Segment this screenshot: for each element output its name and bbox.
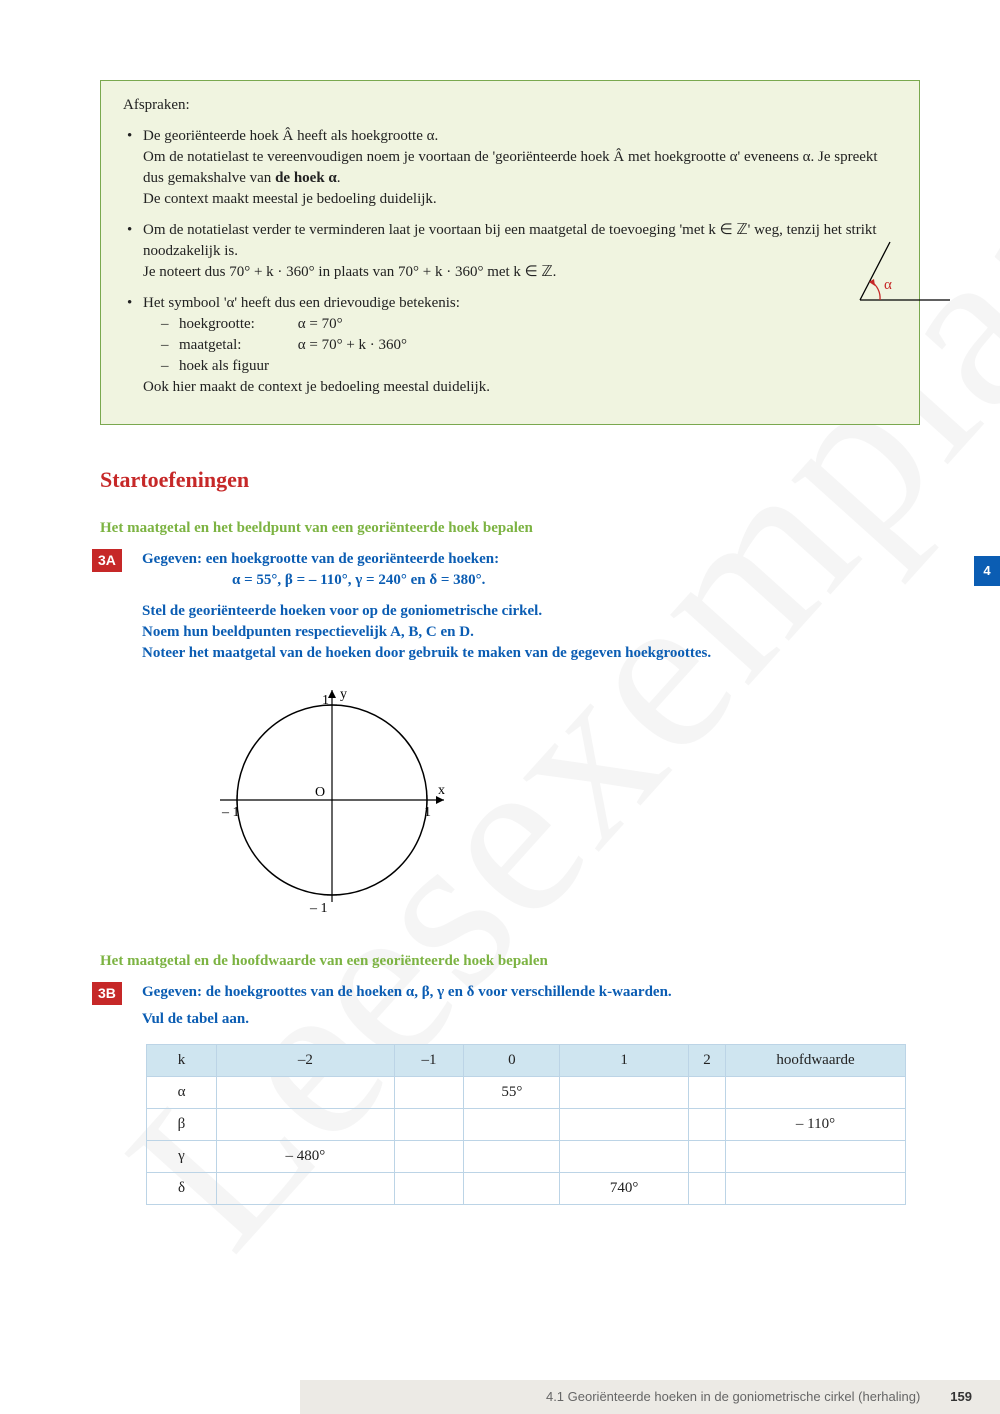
text: Het symbool 'α' heeft dus een drievoudig… [143, 295, 460, 311]
sub-hoekfiguur: hoek als figuur [161, 356, 897, 377]
ex3A-line3: Stel de georiënteerde hoeken voor op de … [142, 601, 920, 622]
footer-page-number: 159 [950, 1388, 972, 1406]
cell [560, 1076, 689, 1108]
cell [464, 1172, 560, 1204]
text: De georiënteerde hoek Â heeft als hoekgr… [143, 128, 438, 144]
ex3A-line5: Noteer het maatgetal van de hoeken door … [142, 643, 920, 664]
row-label: δ [147, 1172, 217, 1204]
text: Om de notatielast te vereenvoudigen noem… [143, 149, 878, 186]
cell: – 480° [217, 1140, 395, 1172]
th: –1 [394, 1044, 464, 1076]
ex3A-line4: Noem hun beeldpunten respectievelijk A, … [142, 622, 920, 643]
cell [394, 1108, 464, 1140]
cell: – 110° [726, 1108, 906, 1140]
row-label: α [147, 1076, 217, 1108]
k-values-table: k –2 –1 0 1 2 hoofdwaarde α 55° [146, 1044, 906, 1205]
svg-text:y: y [340, 687, 347, 702]
ex3B-line1: Gegeven: de hoekgroottes van de hoeken α… [142, 982, 920, 1003]
cell [217, 1172, 395, 1204]
svg-text:– 1: – 1 [309, 901, 328, 916]
text: Ook hier maakt de context je bedoeling m… [143, 379, 490, 395]
table-row: α 55° [147, 1076, 906, 1108]
ex3B-line2: Vul de tabel aan. [142, 1009, 920, 1030]
cell [688, 1172, 725, 1204]
text: hoek als figuur [179, 358, 269, 374]
cell [726, 1076, 906, 1108]
alpha-label: α [884, 277, 892, 293]
subheading-2: Het maatgetal en de hoofdwaarde van een … [100, 951, 920, 972]
label: maatgetal: [179, 335, 294, 356]
cell [726, 1172, 906, 1204]
table-header-row: k –2 –1 0 1 2 hoofdwaarde [147, 1044, 906, 1076]
cell [394, 1172, 464, 1204]
table-row: δ 740° [147, 1172, 906, 1204]
box-item-2: Om de notatielast verder te verminderen … [123, 220, 897, 283]
exercise-tag-3B: 3B [92, 982, 122, 1006]
th-k: k [147, 1044, 217, 1076]
subheading-1: Het maatgetal en het beeldpunt van een g… [100, 518, 920, 539]
page-content: Afspraken: De georiënteerde hoek Â heeft… [0, 0, 1000, 1205]
text: Om de notatielast verder te verminderen … [143, 222, 877, 259]
bold-hoek: de hoek α [275, 170, 337, 186]
cell [394, 1140, 464, 1172]
svg-text:– 1: – 1 [221, 805, 240, 820]
table-row: γ – 480° [147, 1140, 906, 1172]
cell [688, 1140, 725, 1172]
sub-maatgetal: maatgetal: α = 70° + k · 360° [161, 335, 897, 356]
box-item-3: Het symbool 'α' heeft dus een drievoudig… [123, 293, 897, 398]
cell [560, 1140, 689, 1172]
th: 0 [464, 1044, 560, 1076]
cell [217, 1076, 395, 1108]
table-row: β – 110° [147, 1108, 906, 1140]
svg-text:O: O [315, 785, 325, 800]
text: Je noteert dus 70° + k · 360° in plaats … [143, 264, 556, 280]
svg-text:x: x [438, 783, 445, 798]
svg-text:1: 1 [424, 805, 431, 820]
unit-circle-figure: O x y 1 – 1 1 – 1 [202, 680, 920, 927]
label: hoekgrootte: [179, 314, 294, 335]
cell [688, 1108, 725, 1140]
box-title: Afspraken: [123, 95, 897, 116]
afspraken-box: Afspraken: De georiënteerde hoek Â heeft… [100, 80, 920, 425]
row-label: β [147, 1108, 217, 1140]
cell [464, 1140, 560, 1172]
cell [688, 1076, 725, 1108]
text: . [337, 170, 341, 186]
cell [394, 1076, 464, 1108]
exercise-tag-3A: 3A [92, 549, 122, 573]
exercise-3A: 3A Gegeven: een hoekgrootte van de geori… [100, 549, 920, 927]
text: De context maakt meestal je bedoeling du… [143, 191, 437, 207]
ex3A-line1: Gegeven: een hoekgrootte van de georiënt… [142, 549, 920, 570]
th: 2 [688, 1044, 725, 1076]
box-item-1: De georiënteerde hoek Â heeft als hoekgr… [123, 126, 897, 210]
svg-text:1: 1 [322, 693, 329, 708]
cell [217, 1108, 395, 1140]
value: α = 70° [298, 316, 343, 332]
cell [726, 1140, 906, 1172]
cell: 55° [464, 1076, 560, 1108]
angle-figure: α [850, 238, 960, 315]
exercise-3B: 3B Gegeven: de hoekgroottes van de hoeke… [100, 982, 920, 1205]
page-footer: 4.1 Georiënteerde hoeken in de goniometr… [300, 1380, 1000, 1414]
th: 1 [560, 1044, 689, 1076]
section-heading: Startoefeningen [100, 465, 920, 496]
footer-section: 4.1 Georiënteerde hoeken in de goniometr… [546, 1388, 920, 1406]
row-label: γ [147, 1140, 217, 1172]
value: α = 70° + k · 360° [298, 337, 407, 353]
th: –2 [217, 1044, 395, 1076]
th-hoofdwaarde: hoofdwaarde [726, 1044, 906, 1076]
cell: 740° [560, 1172, 689, 1204]
sub-hoekgrootte: hoekgrootte: α = 70° [161, 314, 897, 335]
cell [560, 1108, 689, 1140]
ex3A-line2: α = 55°, β = – 110°, γ = 240° en δ = 380… [142, 570, 920, 591]
cell [464, 1108, 560, 1140]
